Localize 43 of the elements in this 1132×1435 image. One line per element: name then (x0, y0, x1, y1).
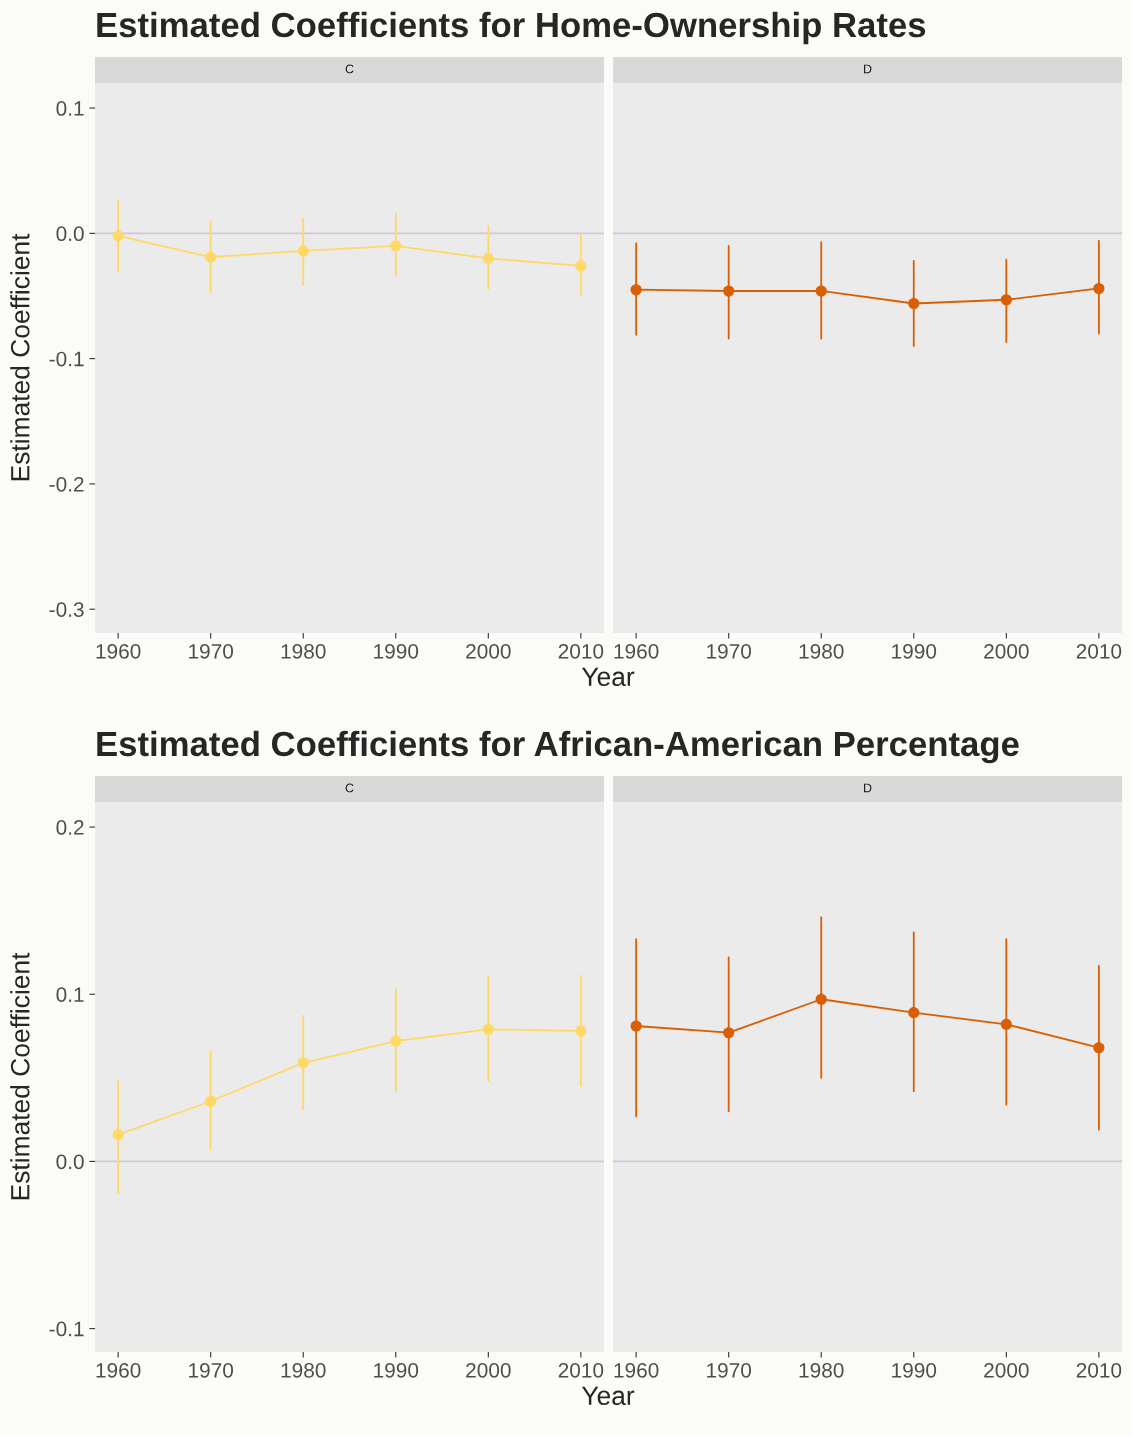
x-tick-label: 1970 (707, 1362, 752, 1378)
chart-subtitle: C (345, 783, 354, 793)
y-tick-label: 0.2 (56, 820, 84, 835)
x-axis-title: Year (581, 1386, 635, 1406)
x-tick-label: 1960 (614, 643, 659, 659)
y-tick-label: 0.0 (56, 1154, 84, 1170)
y-tick-label: 0.1 (56, 101, 84, 116)
y-tick-label: -0.1 (49, 351, 84, 367)
chart-subtitle: D (864, 64, 872, 74)
chart-subtitle: C (345, 64, 354, 74)
y-axis-title: Estimated Coefficient (10, 233, 30, 481)
x-tick-label: 1990 (374, 1362, 419, 1378)
x-tick-label: 2010 (558, 1362, 604, 1378)
x-tick-label: 1980 (281, 643, 326, 659)
y-tick-label: -0.1 (49, 1321, 84, 1337)
x-tick-label: 1980 (281, 1362, 326, 1378)
x-tick-label: 2010 (1076, 1362, 1122, 1378)
x-tick-label: 1960 (96, 1362, 141, 1378)
y-tick-label: -0.2 (49, 476, 84, 492)
x-tick-label: 1960 (614, 1362, 659, 1378)
x-tick-label: 2000 (466, 1362, 511, 1378)
y-tick-label: 0.0 (56, 226, 84, 242)
x-tick-label: 1990 (892, 643, 937, 659)
x-tick-label: 1970 (189, 643, 234, 659)
x-tick-label: 2000 (984, 1362, 1029, 1378)
y-tick-label: 0.1 (56, 987, 84, 1002)
x-tick-label: 2010 (1076, 643, 1122, 659)
x-tick-label: 1990 (892, 1362, 937, 1378)
x-tick-label: 1970 (189, 1362, 234, 1378)
x-tick-label: 1960 (96, 643, 141, 659)
x-tick-label: 2000 (984, 643, 1029, 659)
x-tick-label: 1970 (707, 643, 752, 659)
y-tick-label: -0.3 (49, 602, 84, 617)
x-tick-label: 2010 (558, 643, 604, 659)
chart-subtitle: D (864, 783, 872, 793)
chart-title: Estimated Coefficients for Home-Ownership Rates (97, 11, 926, 45)
y-axis-title: Estimated Coefficient (10, 952, 30, 1200)
x-tick-label: 1990 (374, 643, 419, 659)
x-tick-label: 1980 (799, 1362, 844, 1378)
x-tick-label: 2000 (466, 643, 511, 659)
chart-title: Estimated Coefficients for African-American Percentage (97, 730, 1019, 764)
x-tick-label: 1980 (799, 643, 844, 659)
x-axis-title: Year (581, 667, 635, 687)
